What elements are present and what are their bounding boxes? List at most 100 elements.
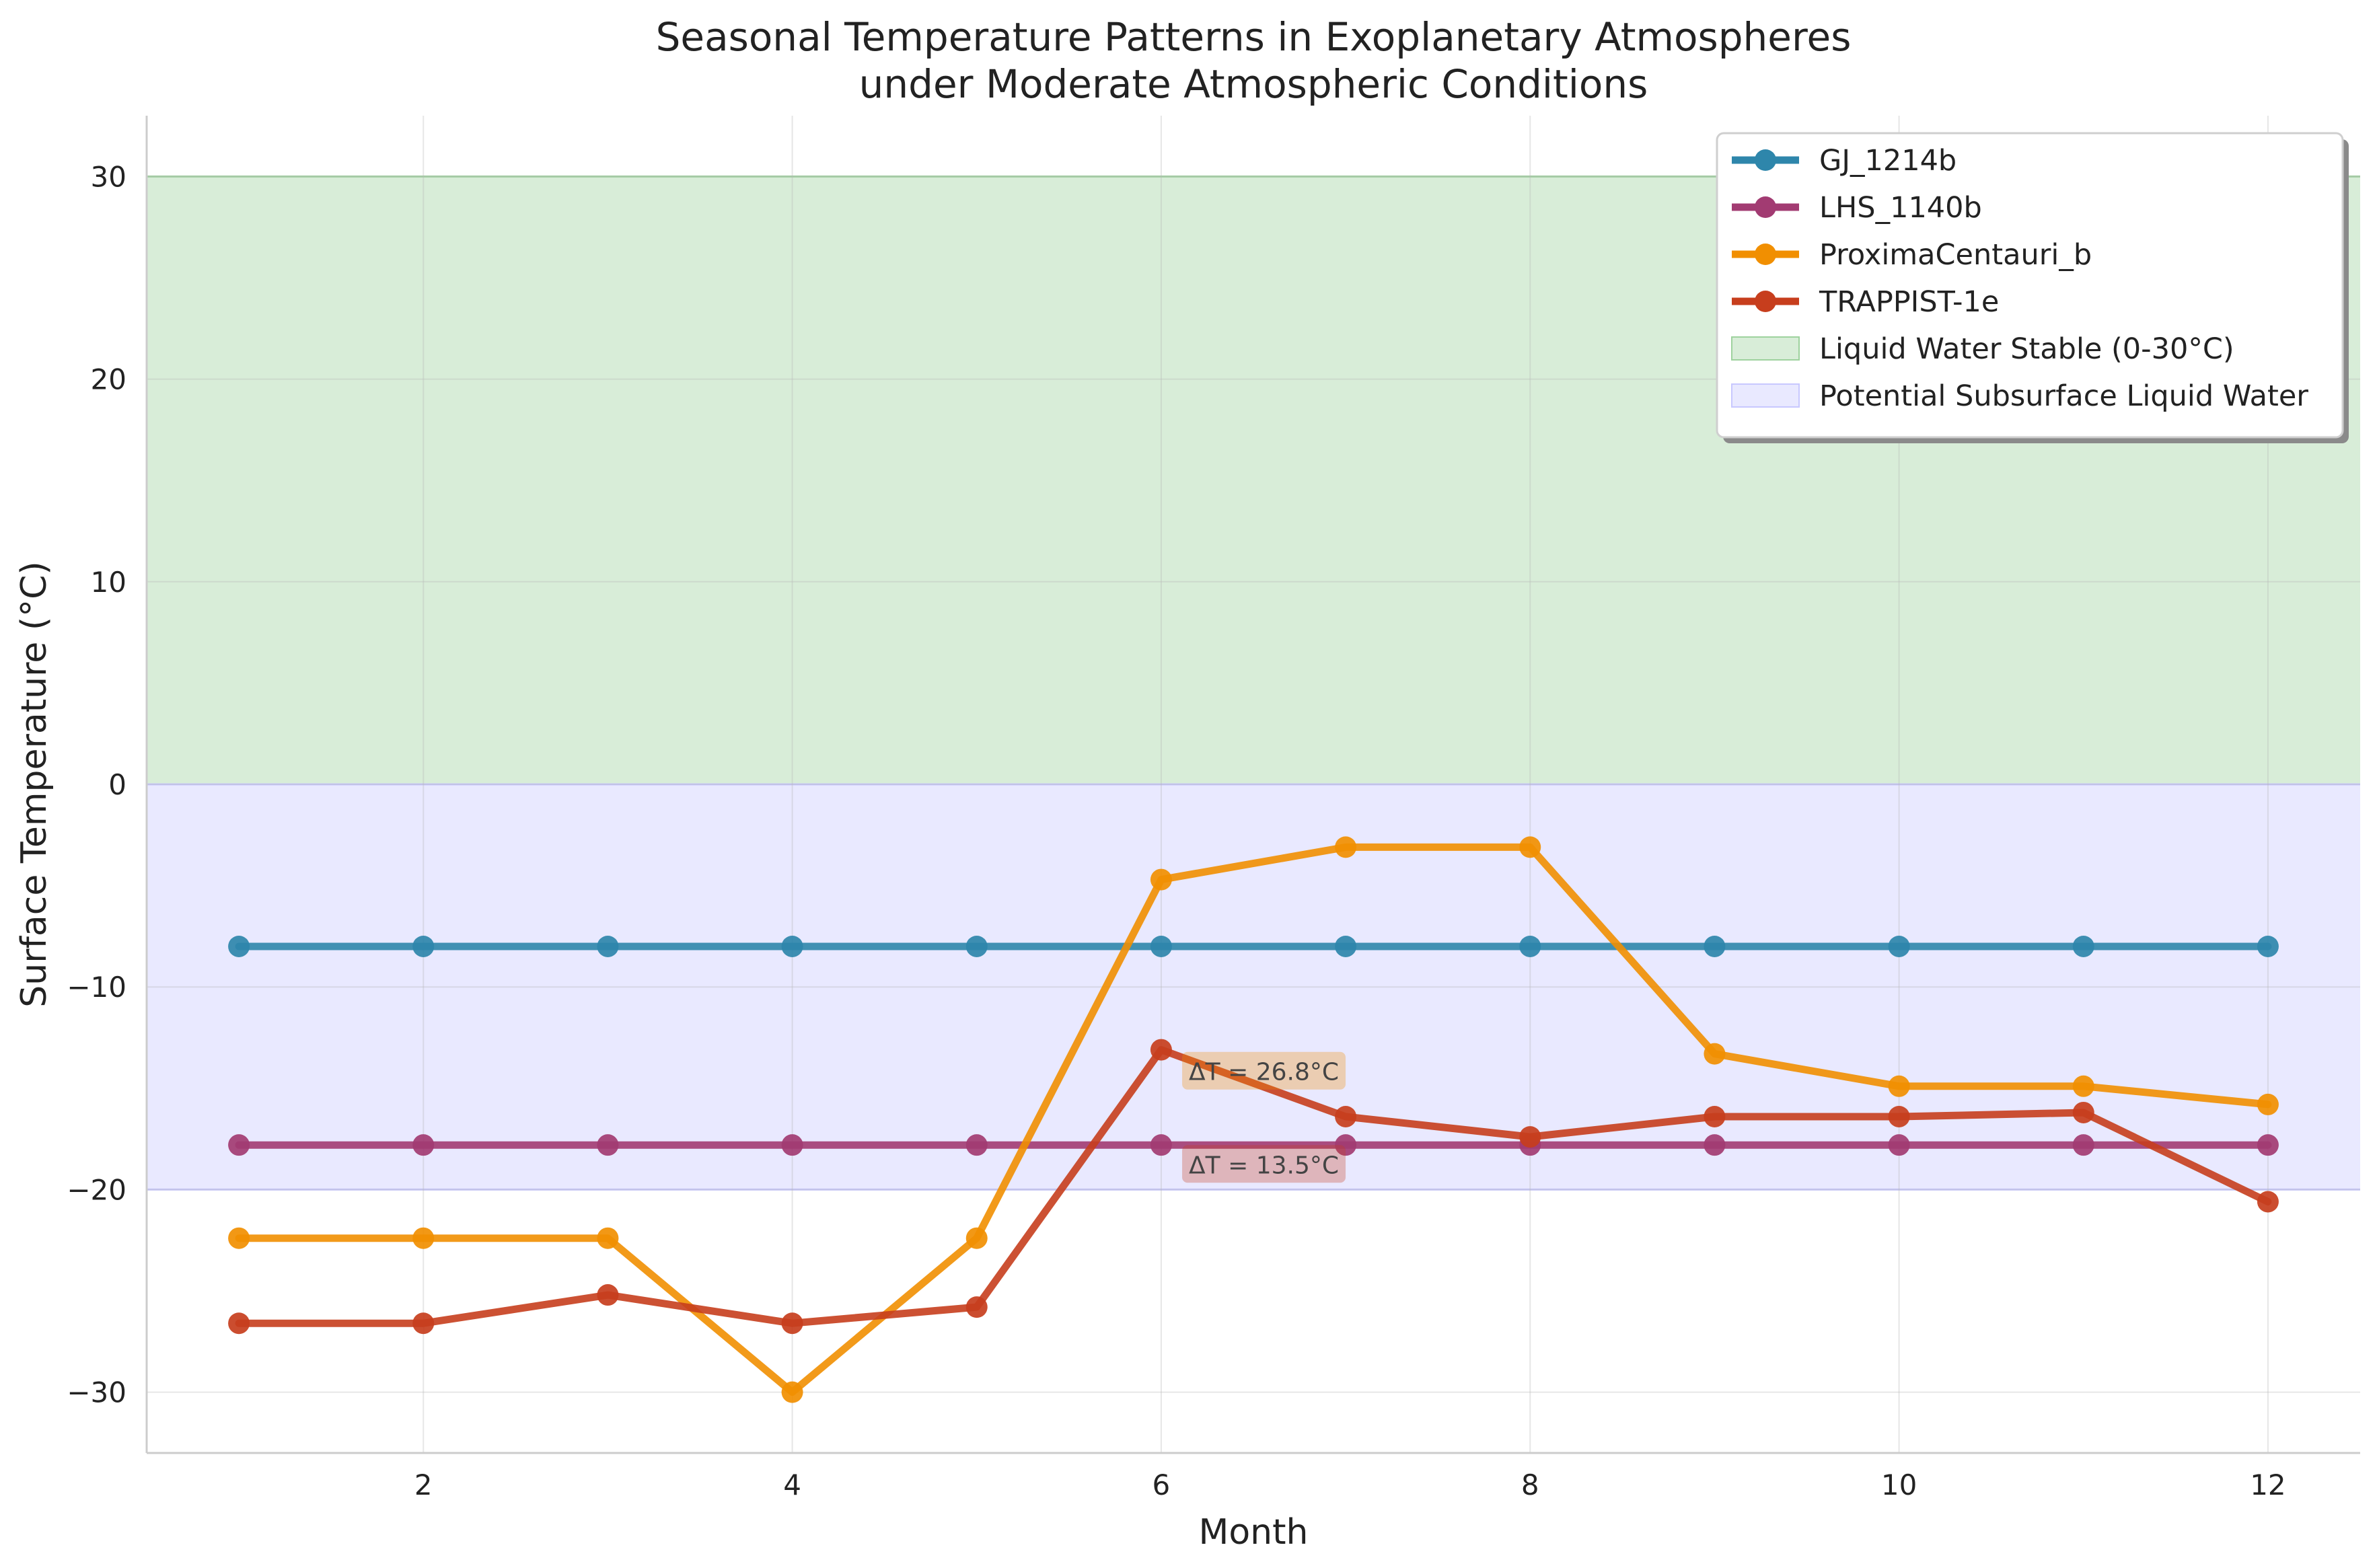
data-point-trappist-1e (1335, 1105, 1357, 1127)
data-point-gj-1214b (1150, 935, 1172, 957)
data-point-trappist-1e (2257, 1191, 2279, 1213)
data-point-gj-1214b (597, 935, 619, 957)
legend-item-trappist-1e: TRAPPIST-1e (1732, 285, 1999, 319)
data-point-trappist-1e (1888, 1105, 1910, 1127)
data-point-lhs-1140b (1888, 1134, 1910, 1156)
data-point-gj-1214b (1888, 935, 1910, 957)
annotation-box (1182, 1051, 1346, 1090)
legend-item-proximacentauri-b: ProximaCentauri_b (1732, 238, 2092, 272)
legend-swatch (1731, 336, 1800, 361)
legend-item-liquid-water-stable-0-30-c: Liquid Water Stable (0-30°C) (1731, 332, 2234, 366)
data-point-gj-1214b (1335, 935, 1357, 957)
band-potential-subsurface-liquid-water (147, 784, 2360, 1190)
series-layer (228, 836, 2279, 1403)
data-point-lhs-1140b (1335, 1134, 1357, 1156)
x-tick-label: 12 (2250, 1468, 2285, 1501)
data-point-proximacentauri-b (1335, 836, 1357, 858)
data-point-trappist-1e (1704, 1105, 1726, 1127)
y-tick-label: 30 (91, 160, 126, 193)
data-point-trappist-1e (2072, 1101, 2094, 1123)
legend-marker (1755, 291, 1776, 312)
data-point-lhs-1140b (412, 1134, 435, 1156)
data-point-gj-1214b (781, 935, 803, 957)
legend-swatch (1731, 383, 1800, 408)
x-tick-label: 4 (783, 1468, 801, 1501)
legend-item-potential-subsurface-liquid-water: Potential Subsurface Liquid Water (1731, 379, 2308, 413)
tick-labels: 2 4 6 8 10 12 −30 −20 −10 0 10 20 30 (67, 160, 2285, 1501)
annotations: ΔT = 26.8°C ΔT = 13.5°C (1182, 1051, 1346, 1183)
y-tick-label: 0 (108, 768, 126, 801)
y-tick-label: 20 (91, 363, 126, 396)
legend-marker (1755, 196, 1776, 218)
data-point-proximacentauri-b (2072, 1075, 2094, 1097)
series-line-proximacentauri-b (235, 843, 2272, 1396)
annotation: ΔT = 26.8°C (1182, 1051, 1346, 1090)
data-point-proximacentauri-b (228, 1227, 250, 1249)
axes (145, 116, 2360, 1454)
data-point-gj-1214b (1519, 935, 1541, 957)
data-point-trappist-1e (597, 1284, 619, 1306)
data-point-proximacentauri-b (781, 1381, 803, 1403)
legend-label: Potential Subsurface Liquid Water (1819, 379, 2308, 413)
data-point-trappist-1e (228, 1312, 250, 1335)
legend-label: TRAPPIST-1e (1819, 285, 1999, 319)
data-point-lhs-1140b (781, 1134, 803, 1156)
legend: GJ_1214b LHS_1140b ProximaCentauri_b TRAPPI… (1716, 132, 2349, 443)
data-point-trappist-1e (412, 1312, 435, 1335)
annotation-box (1182, 1145, 1346, 1183)
data-point-gj-1214b (2257, 935, 2279, 957)
x-tick-label: 10 (1881, 1468, 1917, 1501)
annotation-text: ΔT = 13.5°C (1189, 1152, 1339, 1179)
legend-label: ProximaCentauri_b (1819, 238, 2092, 272)
legend-label: GJ_1214b (1819, 144, 1957, 178)
y-tick-label: −30 (67, 1376, 126, 1409)
y-tick-label: 10 (91, 566, 126, 599)
data-point-trappist-1e (1519, 1126, 1541, 1148)
data-point-trappist-1e (781, 1312, 803, 1335)
data-point-proximacentauri-b (1888, 1075, 1910, 1097)
y-tick-label: −20 (67, 1173, 126, 1206)
data-point-gj-1214b (228, 935, 250, 957)
series-trappist-1e (228, 1039, 2279, 1335)
legend-marker (1755, 244, 1776, 265)
data-point-lhs-1140b (228, 1134, 250, 1156)
chart-title: Seasonal Temperature Patterns in Exoplan… (656, 14, 1852, 107)
data-point-proximacentauri-b (2257, 1093, 2279, 1115)
chart-title-line: under Moderate Atmospheric Conditions (859, 61, 1648, 107)
legend-label: LHS_1140b (1819, 191, 1982, 225)
data-point-proximacentauri-b (1704, 1043, 1726, 1065)
y-tick-label: −10 (67, 971, 126, 1004)
data-point-proximacentauri-b (412, 1227, 435, 1249)
x-tick-label: 6 (1153, 1468, 1171, 1501)
x-axis-label: Month (1199, 1512, 1309, 1553)
data-point-proximacentauri-b (1519, 836, 1541, 858)
x-tick-label: 8 (1521, 1468, 1539, 1501)
data-point-trappist-1e (965, 1296, 988, 1318)
data-point-gj-1214b (2072, 935, 2094, 957)
data-point-gj-1214b (412, 935, 435, 957)
series-lhs-1140b (228, 1134, 2279, 1156)
data-point-lhs-1140b (597, 1134, 619, 1156)
legend-marker (1755, 149, 1776, 171)
data-point-gj-1214b (1704, 935, 1726, 957)
data-point-lhs-1140b (2257, 1134, 2279, 1156)
series-line-trappist-1e (235, 1046, 2272, 1327)
legend-item-gj-1214b: GJ_1214b (1732, 144, 1957, 178)
legend-item-lhs-1140b: LHS_1140b (1732, 191, 1982, 225)
data-point-proximacentauri-b (597, 1227, 619, 1249)
data-point-gj-1214b (965, 935, 988, 957)
legend-frame (1716, 132, 2344, 439)
annotation: ΔT = 13.5°C (1182, 1145, 1346, 1183)
data-point-lhs-1140b (1150, 1134, 1172, 1156)
series-proximacentauri-b (228, 836, 2279, 1403)
data-point-trappist-1e (1150, 1039, 1172, 1061)
x-tick-label: 2 (414, 1468, 433, 1501)
data-point-lhs-1140b (2072, 1134, 2094, 1156)
chart-title-line: Seasonal Temperature Patterns in Exoplan… (656, 14, 1852, 60)
legend-label: Liquid Water Stable (0-30°C) (1819, 332, 2234, 366)
data-point-lhs-1140b (1704, 1134, 1726, 1156)
y-axis-label: Surface Temperature (°C) (14, 561, 54, 1007)
data-point-lhs-1140b (965, 1134, 988, 1156)
annotation-text: ΔT = 26.8°C (1189, 1059, 1339, 1086)
